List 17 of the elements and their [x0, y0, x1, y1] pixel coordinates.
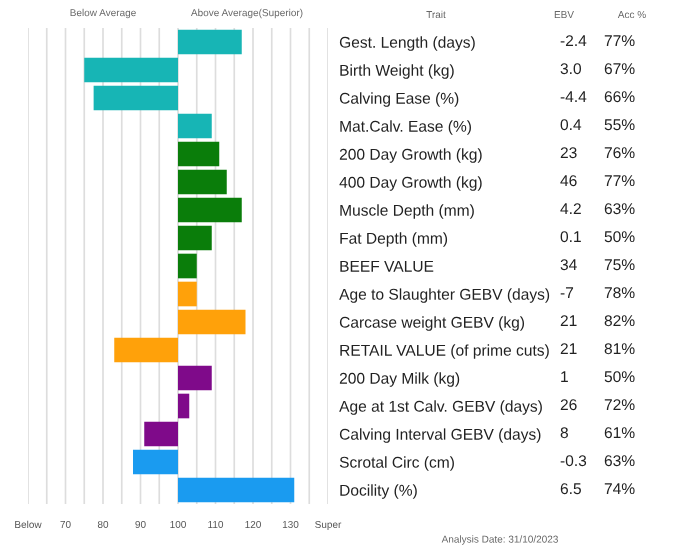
bar — [178, 113, 212, 139]
bar — [178, 477, 295, 503]
bar — [178, 365, 212, 391]
bar — [84, 57, 178, 83]
bar — [133, 449, 178, 475]
bar — [178, 393, 190, 419]
bar — [144, 421, 178, 447]
bar — [178, 281, 197, 307]
bar — [178, 253, 197, 279]
bar — [178, 225, 212, 251]
bar — [178, 169, 227, 195]
bar — [178, 141, 220, 167]
bar — [178, 197, 242, 223]
bar — [114, 337, 178, 363]
bar — [178, 309, 246, 335]
bar — [178, 29, 242, 55]
bar — [93, 85, 178, 111]
